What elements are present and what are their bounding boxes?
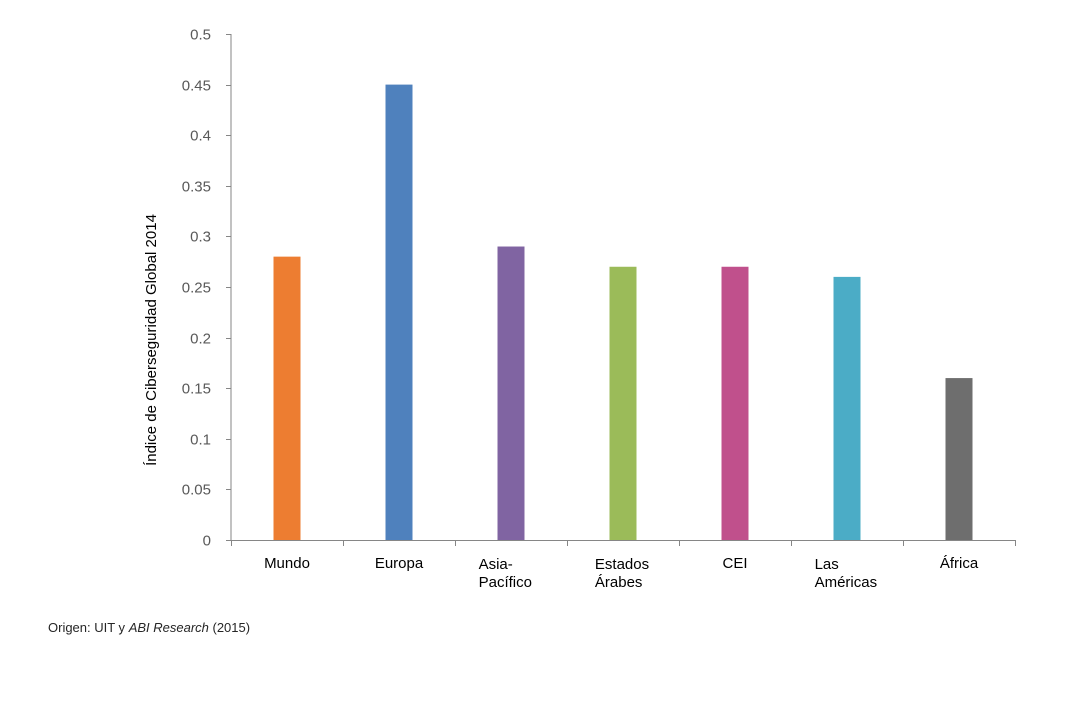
bar (273, 256, 301, 540)
y-tick-label: 0.5 (190, 27, 211, 44)
category-label: Mundo (264, 555, 310, 572)
source-note: Origen: UIT y ABI Research (2015) (48, 620, 250, 635)
category-label: CEI (722, 555, 747, 572)
y-tick-label: 0.2 (190, 331, 211, 348)
category-label: Asia-Pacífico (479, 556, 532, 591)
category-label: África (940, 555, 979, 572)
bars (273, 84, 973, 540)
bar (833, 276, 861, 540)
y-tick-label: 0.05 (182, 482, 211, 499)
category-label: Las Américas (815, 556, 878, 591)
y-axis-title: Índice de Ciberseguridad Global 2014 (143, 214, 160, 466)
y-tick-label: 0.15 (182, 381, 211, 398)
y-axis: 0 0.05 0.1 0.15 0.2 0.25 0.3 0.35 0.4 0.45 0.5 (182, 27, 232, 550)
source-suffix: (2015) (208, 620, 251, 635)
y-tick-label: 0 (203, 533, 211, 550)
x-axis (231, 540, 1016, 546)
bar (385, 84, 413, 540)
category-label: Europa (375, 555, 424, 572)
y-tick-label: 0.3 (190, 229, 211, 246)
bar (609, 266, 637, 540)
y-tick-label: 0.4 (190, 128, 211, 145)
category-label: Estados Árabes (595, 556, 649, 591)
source-prefix: Origen: UIT y (48, 620, 129, 635)
category-labels: Mundo Europa Asia-Pacífico Estados Árabes CEI… (264, 555, 979, 591)
bar (721, 266, 749, 540)
bar (945, 378, 973, 540)
y-tick-label: 0.25 (182, 280, 211, 297)
y-tick-label: 0.35 (182, 179, 211, 196)
bar (497, 246, 525, 540)
source-italic: ABI Research (128, 620, 209, 635)
y-tick-label: 0.45 (182, 78, 211, 95)
y-tick-label: 0.1 (190, 432, 211, 449)
